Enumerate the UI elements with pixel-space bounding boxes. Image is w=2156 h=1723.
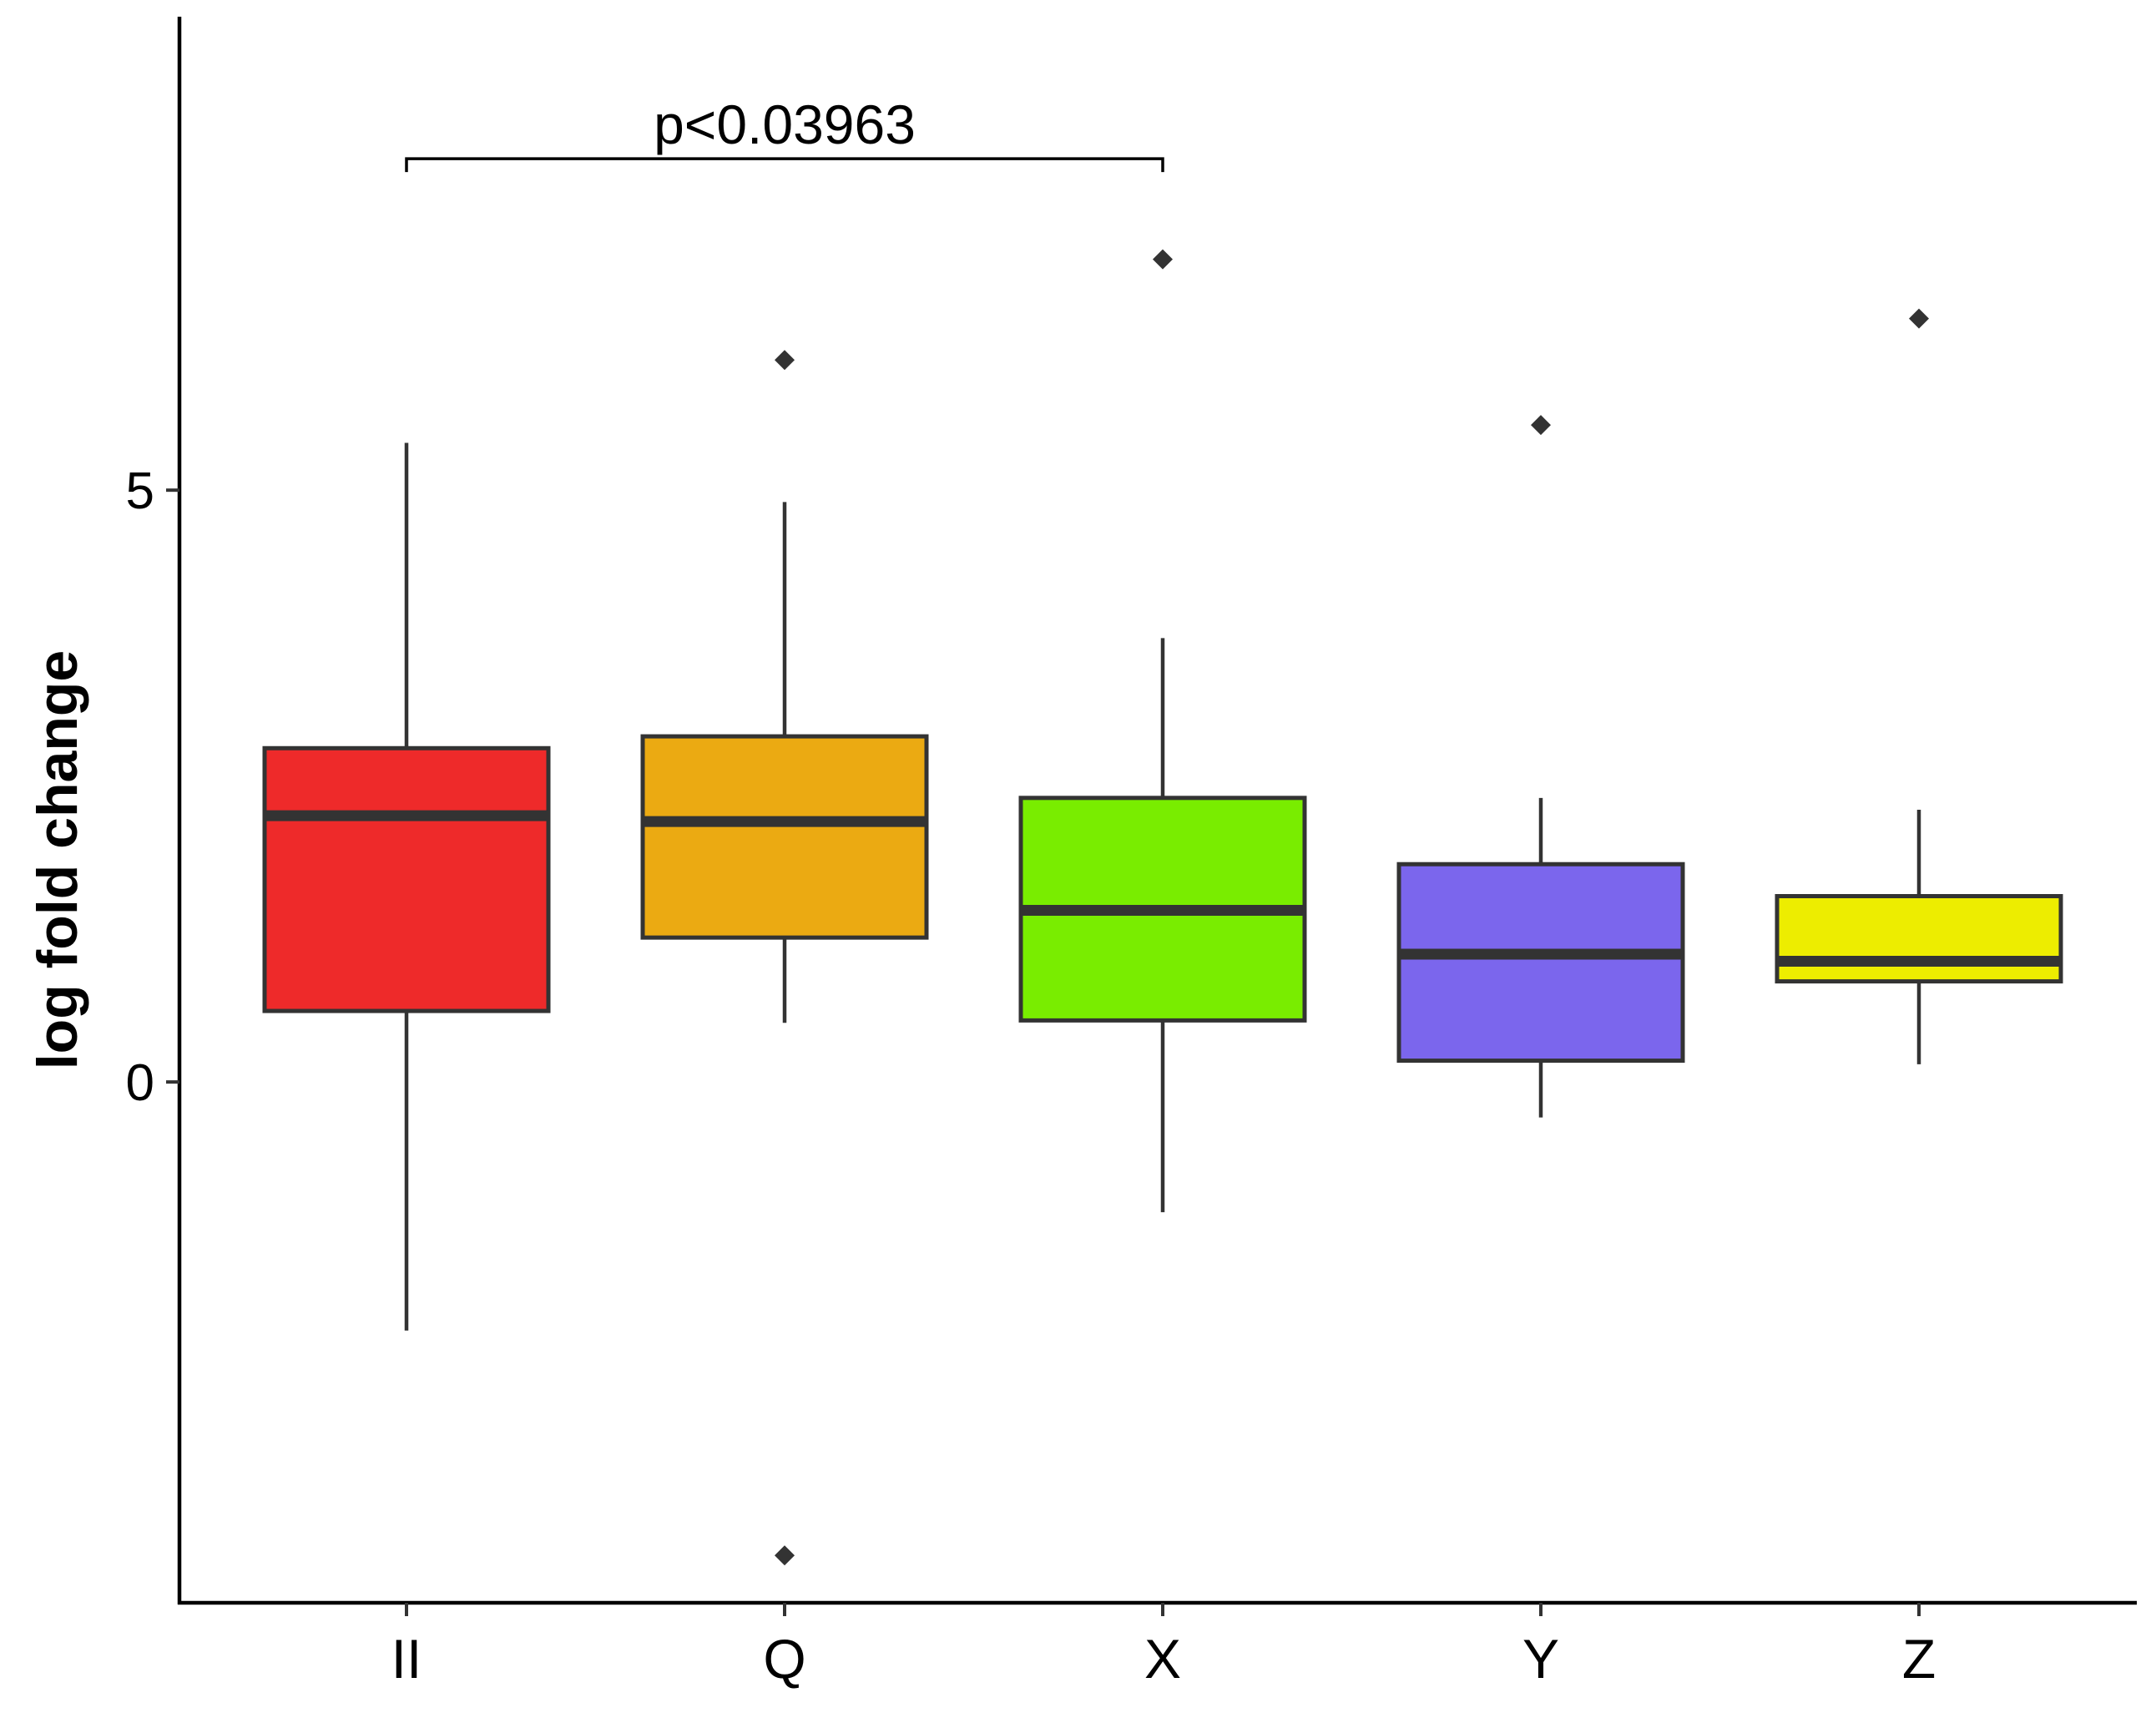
box-rect [262,745,551,1013]
bracket-line [405,157,1164,173]
outlier-point [775,350,795,371]
box-group [640,350,929,1566]
outlier-point [1531,415,1551,436]
axes-layer [177,17,2137,1605]
box-group [1396,415,1685,1118]
x-tick-label: X [1144,1628,1181,1690]
x-tick-label: II [391,1628,422,1690]
outlier-point [1909,308,1929,329]
y-tick-label: 5 [126,462,154,520]
y-tick-label: 0 [126,1054,154,1112]
significance-bracket: p<0.03963 [405,93,1164,173]
box-rect [1396,862,1685,1064]
outlier-point [1153,249,1173,270]
box-group [262,442,551,1331]
annotation-layer: p<0.03963 [405,93,1164,173]
y-axis-title: log fold change [26,650,89,1069]
p-value-label: p<0.03963 [654,93,916,155]
box-rect [640,734,929,940]
ticks-layer: 0 5 II Q X Y Z [126,462,1936,1690]
outlier-point [775,1545,795,1566]
x-tick-label: Z [1902,1628,1936,1690]
box-group [1775,308,2063,1064]
x-tick-label: Y [1522,1628,1559,1690]
box-rect [1775,894,2063,984]
box-group [1018,249,1307,1213]
boxes-layer [262,249,2063,1566]
x-tick-label: Q [763,1628,805,1690]
